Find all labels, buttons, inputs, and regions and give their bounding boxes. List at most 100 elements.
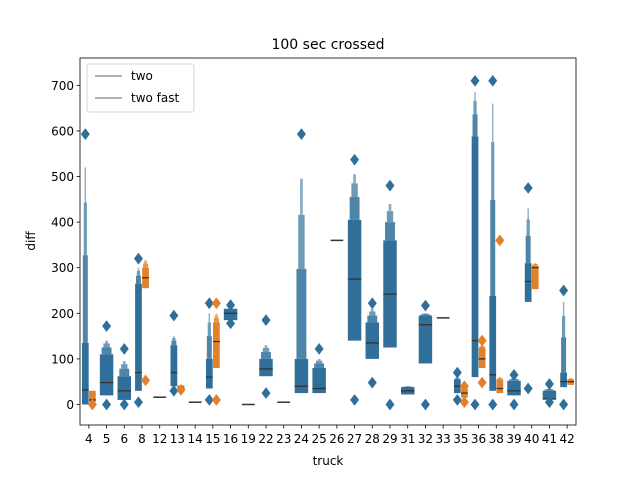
box-letter-value (173, 336, 175, 338)
x-tick-label: 32 (418, 432, 433, 446)
box-core (347, 219, 362, 341)
box-letter-value (367, 315, 378, 323)
box-letter-value (300, 178, 303, 215)
box-letter-value (386, 211, 394, 223)
outlier-marker (261, 387, 271, 399)
x-tick-label: 14 (188, 432, 203, 446)
x-tick-label: 39 (506, 432, 521, 446)
x-axis: 4 5 6 8 12 13 14 15 16 19 22 23 24 25 26 27 28 29 31 32 33 35… (85, 425, 575, 446)
box-letter-value (296, 268, 307, 359)
x-tick-label: 28 (365, 432, 380, 446)
x-tick-label: 8 (138, 432, 146, 446)
outlier-marker (211, 297, 221, 310)
x-tick-label: 23 (276, 432, 291, 446)
outlier-marker (204, 297, 214, 310)
box-letter-value (479, 346, 485, 348)
box-letter-value (105, 340, 108, 344)
x-tick-label: 27 (347, 432, 362, 446)
box-letter-value (137, 267, 140, 271)
box-letter-value (532, 264, 538, 266)
x-tick-label: 40 (524, 432, 539, 446)
box-core (542, 390, 557, 400)
box-letter-value (172, 337, 176, 341)
box-letter-value (525, 235, 531, 264)
box-letter-value (544, 389, 555, 391)
outlier-marker (495, 234, 505, 247)
x-tick-label: 4 (85, 432, 93, 446)
outlier-marker (470, 398, 480, 411)
x-tick-label: 6 (120, 432, 128, 446)
outlier-marker (314, 343, 324, 355)
outlier-marker (226, 317, 236, 330)
x-tick-label: 19 (241, 432, 256, 446)
plot-content (80, 74, 575, 411)
box-letter-value (424, 313, 427, 315)
box-letter-value (208, 313, 211, 323)
outlier-marker (141, 374, 151, 387)
box-core (117, 376, 132, 400)
box-letter-value (562, 316, 566, 338)
x-tick-label: 33 (436, 432, 451, 446)
box-core (170, 345, 178, 387)
y-tick-label: 200 (51, 307, 74, 321)
box-core (489, 295, 497, 391)
box-core (507, 380, 521, 396)
x-tick-label: 31 (400, 432, 415, 446)
box-letter-value (122, 361, 126, 365)
box-core (478, 347, 486, 369)
box-letter-value (101, 347, 112, 355)
box-core (524, 263, 532, 302)
outlier-marker (133, 252, 143, 265)
outlier-marker (420, 398, 430, 411)
box-letter-value (207, 322, 211, 337)
y-tick-label: 400 (51, 216, 74, 230)
outlier-marker (544, 378, 554, 390)
x-tick-label: 24 (294, 432, 309, 446)
box-letter-value (562, 301, 565, 317)
outlier-marker (350, 394, 360, 406)
outlier-marker (477, 334, 487, 347)
box-letter-value (561, 337, 567, 373)
legend-label-two-fast: two fast (131, 91, 180, 105)
box-letter-value (119, 368, 130, 377)
x-tick-label: 26 (329, 432, 344, 446)
box-core (213, 322, 220, 369)
outlier-marker (523, 382, 533, 395)
outlier-marker (367, 297, 377, 310)
x-tick-label: 13 (170, 432, 185, 446)
box-letter-value (103, 343, 110, 348)
x-tick-label: 29 (382, 432, 397, 446)
box-letter-value (534, 263, 536, 265)
y-tick-label: 0 (66, 398, 74, 412)
box-letter-value (474, 92, 476, 102)
outlier-marker (385, 398, 395, 411)
box-letter-value (261, 352, 271, 359)
legend: two two fast (86, 63, 195, 113)
outlier-marker (488, 398, 498, 411)
box-letter-value (264, 345, 268, 348)
box-letter-value (143, 261, 148, 264)
box-core (418, 315, 433, 364)
outlier-marker (296, 128, 306, 140)
box-letter-value (349, 197, 360, 220)
outlier-marker (204, 394, 214, 406)
outlier-marker (452, 366, 462, 379)
outlier-marker (350, 153, 360, 166)
box-core (99, 354, 114, 396)
box-letter-value (406, 386, 410, 388)
box-letter-value (569, 378, 572, 380)
outlier-marker (119, 343, 129, 355)
x-tick-label: 22 (258, 432, 273, 446)
x-tick-label: 16 (223, 432, 238, 446)
box-letter-value (121, 364, 128, 369)
box-core (365, 322, 380, 359)
chart-title: 100 sec crossed (271, 37, 384, 53)
x-tick-label: 42 (560, 432, 575, 446)
box-letter-value (492, 103, 494, 143)
outlier-marker (509, 369, 519, 381)
outlier-marker (102, 320, 112, 332)
box-core (89, 390, 96, 403)
outlier-marker (559, 398, 569, 411)
outlier-marker (459, 396, 469, 409)
